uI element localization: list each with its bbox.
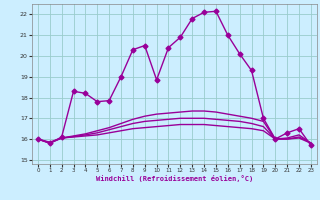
X-axis label: Windchill (Refroidissement éolien,°C): Windchill (Refroidissement éolien,°C) [96, 175, 253, 182]
